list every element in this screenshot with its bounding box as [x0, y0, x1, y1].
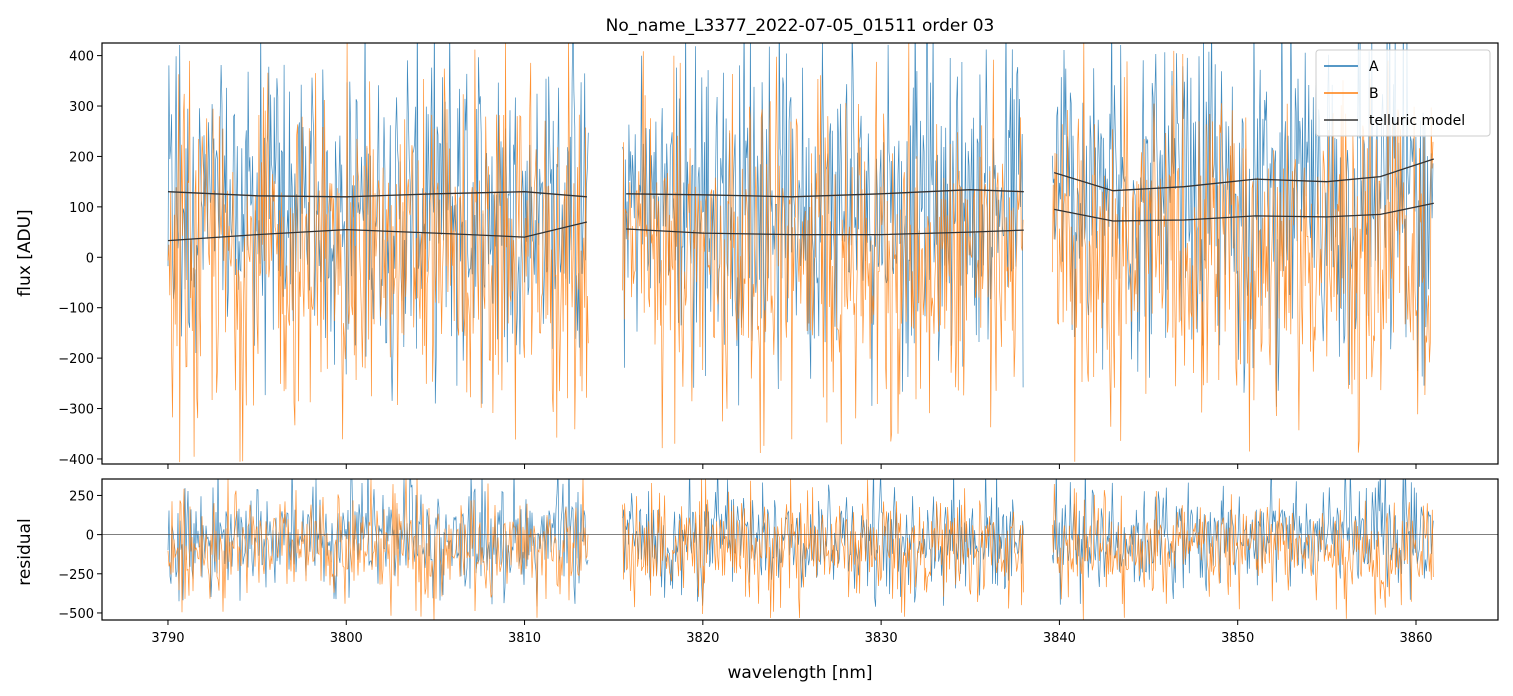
- legend-label-a: A: [1369, 59, 1379, 75]
- y-tick-label: 100: [69, 201, 94, 216]
- x-tick-label: 3830: [865, 631, 898, 646]
- y-tick-label: 400: [69, 50, 94, 65]
- chart-title: No_name_L3377_2022-07-05_01511 order 03: [606, 16, 995, 36]
- legend-label-b: B: [1369, 86, 1379, 102]
- series-b-segment-3: [1051, 43, 1434, 462]
- x-tick-label: 3850: [1221, 631, 1254, 646]
- legend-label-telluric: telluric model: [1369, 113, 1465, 129]
- telluric-model-curve-4: [626, 228, 1024, 236]
- x-tick-label: 3810: [508, 631, 541, 646]
- y-tick-label: 300: [69, 100, 94, 115]
- y-tick-label: 200: [69, 150, 94, 165]
- x-tick-label: 3840: [1043, 631, 1076, 646]
- flux-x-ticks: [167, 464, 1417, 469]
- telluric-model-curve-3: [626, 189, 1024, 198]
- series-b-segment-2: [622, 43, 1024, 454]
- residual-axes-frame: [101, 478, 1499, 621]
- x-tick-label: 3790: [151, 631, 184, 646]
- flux-y-axis-label: flux [ADU]: [15, 209, 35, 296]
- y-tick-label: 0: [86, 529, 94, 544]
- y-tick-label: −400: [58, 453, 94, 468]
- legend-box: [1315, 49, 1491, 137]
- y-tick-label: −250: [58, 568, 94, 583]
- flux-axes-frame: [101, 42, 1499, 465]
- y-tick-label: −300: [58, 403, 94, 418]
- y-tick-label: 0: [86, 251, 94, 266]
- y-tick-label: −500: [58, 607, 94, 622]
- telluric-model-curve-1: [167, 191, 587, 198]
- telluric-model-curve-2: [167, 221, 588, 242]
- x-axis-label: wavelength [nm]: [727, 663, 872, 683]
- flux-panel: −400 −300 −200 −100 0 100 200 300 400 flux [ADU]: [15, 42, 1499, 469]
- residual-y-ticks: −500 −250 0 250: [58, 489, 102, 622]
- residual-x-ticks: 3790 3800 3810 3820 3830 3840 3850 3860: [151, 620, 1433, 646]
- y-tick-label: 250: [69, 489, 94, 504]
- y-tick-label: −100: [58, 302, 94, 317]
- residual-b-segment-2: [622, 479, 1024, 619]
- residual-plot-area: [102, 479, 1498, 620]
- residual-panel: −500 −250 0 250 3790 3800 3810 3820 3830 3840 385…: [15, 478, 1499, 683]
- legend: A B telluric model: [1315, 49, 1491, 137]
- x-tick-label: 3820: [686, 631, 719, 646]
- series-a-segment-1: [167, 43, 589, 404]
- residual-y-axis-label: residual: [15, 518, 35, 585]
- x-tick-label: 3800: [330, 631, 363, 646]
- flux-plot-area: [167, 43, 1435, 463]
- telluric-model-curve-5: [1053, 158, 1435, 192]
- y-tick-label: −200: [58, 352, 94, 367]
- flux-y-ticks: −400 −300 −200 −100 0 100 200 300 400: [58, 50, 102, 468]
- residual-a-segment-1: [167, 479, 589, 607]
- residual-b-segment-3: [1051, 483, 1434, 620]
- x-tick-label: 3860: [1399, 631, 1432, 646]
- telluric-model-curve-6: [1053, 202, 1434, 222]
- residual-b-segment-1: [167, 479, 589, 620]
- series-b-segment-1: [167, 43, 589, 463]
